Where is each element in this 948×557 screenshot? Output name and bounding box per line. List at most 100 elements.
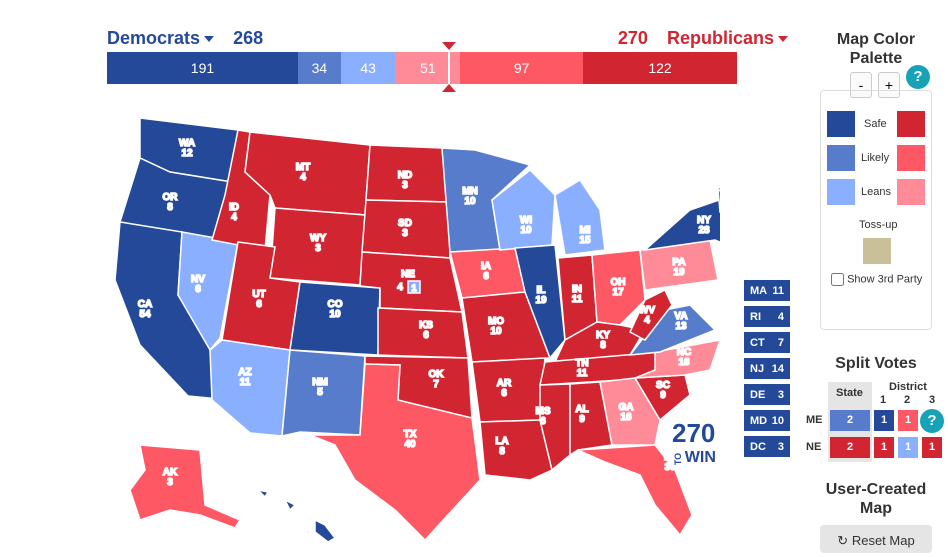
svg-text:8: 8 — [600, 340, 606, 351]
swatch-lean-dem[interactable] — [827, 179, 855, 205]
svg-text:11: 11 — [240, 377, 251, 388]
me-state-cell[interactable]: 2 — [830, 410, 870, 431]
svg-text:40: 40 — [404, 439, 416, 450]
svg-text:10: 10 — [490, 326, 502, 337]
swatch-safe-dem[interactable] — [827, 111, 855, 137]
swatch-likely-dem[interactable] — [827, 145, 855, 171]
refresh-icon: ↻ — [837, 533, 848, 548]
tally-segment: 97 — [460, 52, 583, 84]
swatch-tossup[interactable] — [863, 238, 891, 264]
svg-text:16: 16 — [620, 412, 632, 423]
svg-text:4: 4 — [304, 530, 310, 541]
state-header: State — [836, 387, 863, 399]
threshold-line — [448, 50, 450, 86]
help-icon[interactable]: ? — [906, 65, 930, 89]
svg-text:10: 10 — [520, 225, 532, 236]
split-help-icon[interactable]: ? — [920, 409, 944, 433]
me-district-2-cell[interactable]: 1 — [898, 410, 918, 431]
svg-text:3: 3 — [402, 180, 408, 191]
state-wy[interactable]: WY3 — [270, 208, 365, 285]
chevron-down-icon[interactable] — [204, 36, 214, 42]
palette-box: Safe Likely Leans Toss-up Show 3rd Party — [820, 90, 932, 330]
svg-text:3: 3 — [315, 243, 321, 254]
palette-panel: Map Color Palette — [820, 30, 932, 68]
reset-map-button[interactable]: ↻ Reset Map — [820, 525, 932, 553]
svg-text:11: 11 — [572, 294, 583, 305]
svg-text:15: 15 — [579, 235, 591, 246]
svg-text:3: 3 — [402, 228, 408, 239]
third-party-toggle[interactable]: Show 3rd Party — [831, 273, 922, 286]
ne-state-cell[interactable]: 2 — [830, 437, 870, 458]
svg-text:3: 3 — [167, 477, 173, 488]
svg-text:6: 6 — [195, 284, 201, 295]
svg-text:9: 9 — [660, 390, 666, 401]
svg-text:4: 4 — [644, 315, 650, 326]
svg-text:6: 6 — [423, 330, 429, 341]
svg-text:13: 13 — [675, 321, 687, 332]
me-row-label: ME — [806, 414, 823, 426]
swatch-lean-rep[interactable] — [897, 179, 925, 205]
democrats-label[interactable]: Democrats — [107, 28, 200, 48]
district-header: District — [889, 381, 927, 393]
state-nd[interactable]: ND3 — [366, 145, 448, 202]
democrats-header[interactable]: Democrats 268 — [107, 28, 263, 49]
threshold-marker-top-icon — [442, 42, 456, 50]
state-ia[interactable]: IA6 — [450, 248, 525, 298]
ne-row-label: NE — [806, 441, 821, 453]
label-leans: Leans — [861, 186, 891, 198]
swatch-safe-rep[interactable] — [897, 111, 925, 137]
svg-text:11: 11 — [577, 368, 588, 379]
split-votes-title: Split Votes — [820, 355, 932, 373]
user-created-title: User-Created Map — [820, 480, 932, 518]
svg-text:HI: HI — [302, 519, 312, 530]
district-3-header: 3 — [929, 394, 935, 406]
tally-segment: 122 — [583, 52, 737, 84]
ne-district-1-cell[interactable]: 1 — [874, 437, 894, 458]
svg-text:6: 6 — [483, 271, 489, 282]
svg-text:10: 10 — [464, 196, 476, 207]
state-nm[interactable]: NM5 — [282, 350, 365, 436]
state-sd[interactable]: SD3 — [362, 200, 450, 258]
svg-text:6: 6 — [256, 299, 262, 310]
svg-text:16: 16 — [678, 357, 690, 368]
state-ar[interactable]: AR6 — [472, 358, 545, 422]
svg-text:19: 19 — [535, 295, 547, 306]
ne-district-2-cell[interactable]: 1 — [898, 437, 918, 458]
svg-text:5: 5 — [317, 387, 323, 398]
label-tossup: Toss-up — [859, 219, 898, 231]
svg-text:6: 6 — [540, 416, 546, 427]
republicans-label[interactable]: Republicans — [667, 28, 774, 48]
state-ks[interactable]: KS6 — [378, 308, 468, 358]
tally-segment: 191 — [107, 52, 298, 84]
svg-text:7: 7 — [433, 379, 439, 390]
state-hi[interactable]: HI 4 — [258, 490, 335, 542]
270towin-logo: 270 TO WIN — [672, 418, 716, 467]
svg-text:8: 8 — [167, 202, 173, 213]
state-ak[interactable]: AK3 — [130, 445, 240, 528]
republicans-header[interactable]: 270 Republicans — [618, 28, 788, 49]
state-la[interactable]: LA8 — [480, 420, 552, 480]
me-district-1-cell[interactable]: 1 — [874, 410, 894, 431]
district-1-header: 1 — [880, 394, 886, 406]
republicans-total: 270 — [618, 28, 648, 48]
third-party-checkbox[interactable] — [831, 273, 844, 286]
ne-district-3-cell[interactable]: 1 — [922, 437, 942, 458]
chevron-down-icon[interactable] — [778, 36, 788, 42]
democrats-total: 268 — [233, 28, 263, 48]
svg-text:10: 10 — [329, 309, 341, 320]
swatch-likely-rep[interactable] — [897, 145, 925, 171]
svg-text:6: 6 — [501, 388, 507, 399]
